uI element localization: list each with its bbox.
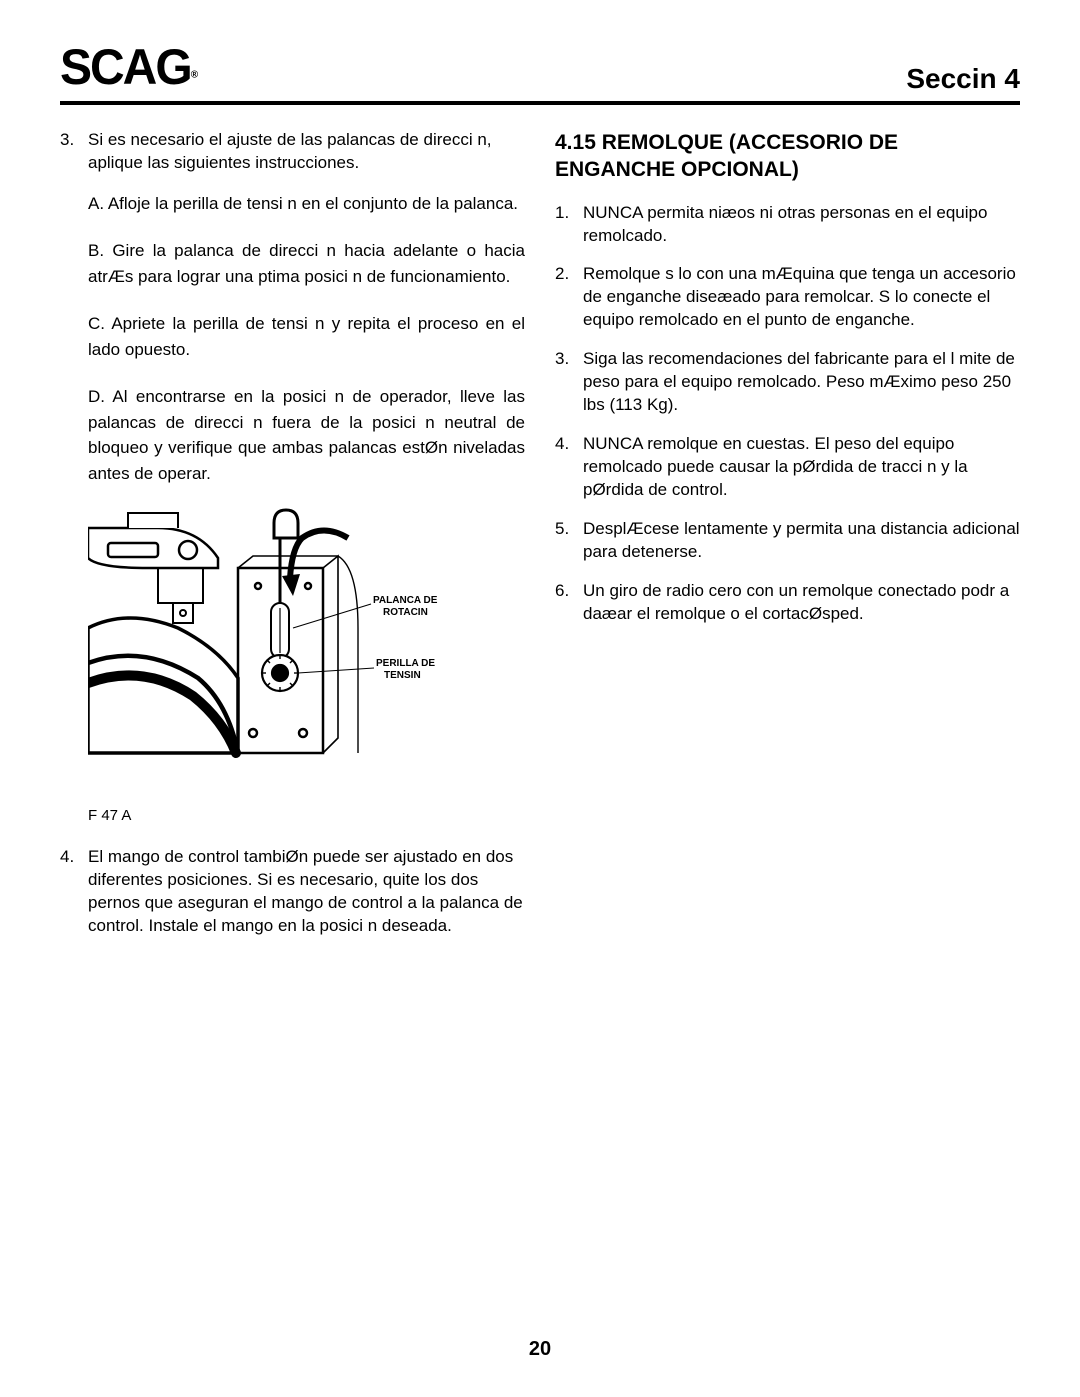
figure-label-palanca-2: ROTACIN bbox=[383, 607, 428, 618]
section-label: Seccin 4 bbox=[906, 63, 1020, 95]
list-item: 3. Siga las recomendaciones del fabrican… bbox=[555, 348, 1020, 417]
item-number: 2. bbox=[555, 263, 583, 332]
content-columns: 3. Si es necesario el ajuste de las pala… bbox=[60, 129, 1020, 954]
brand-logo: SCAG® bbox=[60, 39, 196, 97]
page-number: 20 bbox=[0, 1338, 1080, 1361]
section-heading-415: 4.15 REMOLQUE (ACCESORIO DE ENGANCHE OPC… bbox=[555, 129, 1020, 184]
item-number: 3. bbox=[555, 348, 583, 417]
item-text: Si es necesario el ajuste de las palanca… bbox=[88, 129, 525, 175]
item-number: 4. bbox=[555, 433, 583, 502]
list-item: 1. NUNCA permita niæos ni otras personas… bbox=[555, 202, 1020, 248]
list-item-4: 4. El mango de control tambiØn puede ser… bbox=[60, 846, 525, 938]
sub-item-a: A. Afloje la perilla de tensi n en el co… bbox=[88, 191, 525, 217]
item-text: Remolque s lo con una mÆquina que tenga … bbox=[583, 263, 1020, 332]
item-text: El mango de control tambiØn puede ser aj… bbox=[88, 846, 525, 938]
logo-registered: ® bbox=[191, 69, 196, 81]
logo-text: SCAG bbox=[60, 40, 191, 96]
item-text: DesplÆcese lentamente y permita una dist… bbox=[583, 518, 1020, 564]
item-text: Un giro de radio cero con un remolque co… bbox=[583, 580, 1020, 626]
sub-item-c: C. Apriete la perilla de tensi n y repit… bbox=[88, 311, 525, 362]
item-text: NUNCA permita niæos ni otras personas en… bbox=[583, 202, 1020, 248]
sub-item-b: B. Gire la palanca de direcci n hacia ad… bbox=[88, 238, 525, 289]
figure-label-perilla-2: TENSIN bbox=[384, 670, 421, 681]
sub-item-d: D. Al encontrarse en la posici n de oper… bbox=[88, 384, 525, 486]
list-item: 2. Remolque s lo con una mÆquina que ten… bbox=[555, 263, 1020, 332]
item-number: 1. bbox=[555, 202, 583, 248]
list-item: 5. DesplÆcese lentamente y permita una d… bbox=[555, 518, 1020, 564]
item-number: 5. bbox=[555, 518, 583, 564]
list-item-3: 3. Si es necesario el ajuste de las pala… bbox=[60, 129, 525, 175]
list-item: 6. Un giro de radio cero con un remolque… bbox=[555, 580, 1020, 626]
item-text: NUNCA remolque en cuestas. El peso del e… bbox=[583, 433, 1020, 502]
figure-label-palanca-1: PALANCA DE bbox=[373, 595, 438, 606]
figure-caption: F 47 A bbox=[88, 807, 525, 824]
list-item: 4. NUNCA remolque en cuestas. El peso de… bbox=[555, 433, 1020, 502]
item-number: 3. bbox=[60, 129, 88, 175]
left-column: 3. Si es necesario el ajuste de las pala… bbox=[60, 129, 525, 954]
right-column: 4.15 REMOLQUE (ACCESORIO DE ENGANCHE OPC… bbox=[555, 129, 1020, 954]
page-header: SCAG® Seccin 4 bbox=[60, 40, 1020, 105]
item-text: Siga las recomendaciones del fabricante … bbox=[583, 348, 1020, 417]
lever-diagram-svg: PALANCA DE ROTACIN PERILLA DE TENSIN bbox=[88, 508, 468, 788]
item-number: 4. bbox=[60, 846, 88, 938]
item-number: 6. bbox=[555, 580, 583, 626]
figure-label-perilla-1: PERILLA DE bbox=[376, 658, 435, 669]
figure-47a: PALANCA DE ROTACIN PERILLA DE TENSIN bbox=[88, 508, 525, 793]
